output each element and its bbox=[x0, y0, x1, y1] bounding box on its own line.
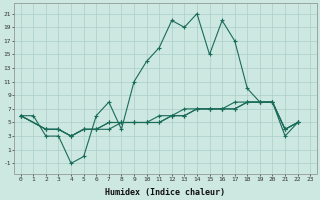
X-axis label: Humidex (Indice chaleur): Humidex (Indice chaleur) bbox=[106, 188, 226, 197]
